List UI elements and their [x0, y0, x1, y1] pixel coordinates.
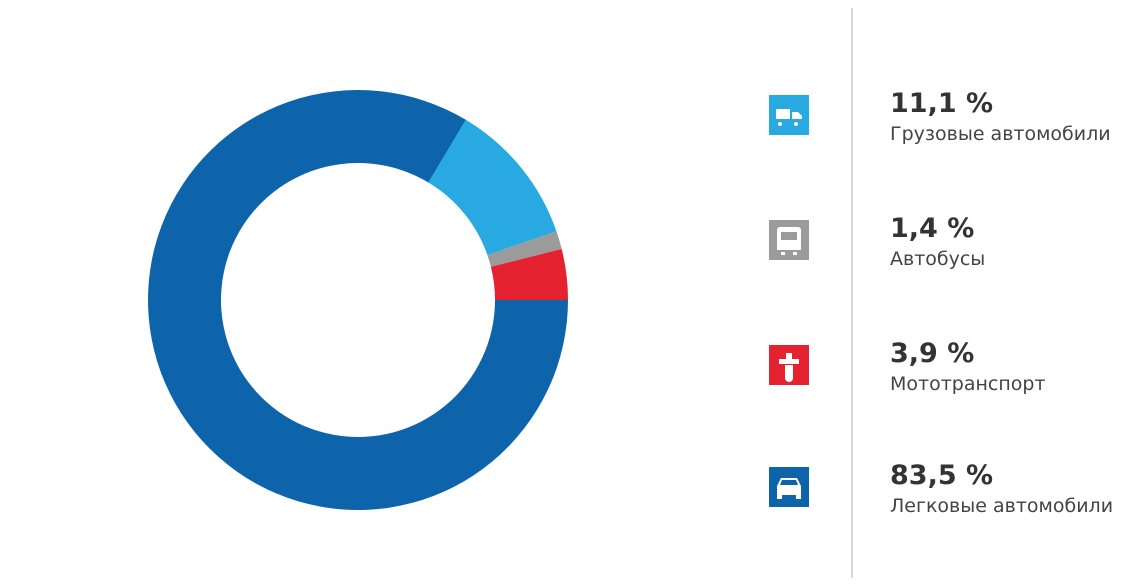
- legend: 11,1 % Грузовые автомобили 1,4 % Автобусы 3,…: [769, 88, 1113, 517]
- value-label: 3,9 %: [890, 338, 974, 369]
- value-label: 83,5 %: [890, 460, 993, 491]
- slice: [487, 231, 562, 267]
- slice: [147, 89, 569, 511]
- donut: [147, 89, 569, 511]
- legend-icon: [777, 227, 801, 255]
- legend-label: Грузовые автомобили: [890, 123, 1111, 145]
- value-label: 11,1 %: [890, 88, 993, 119]
- slice: [428, 119, 557, 256]
- legend-label: Мототранспорт: [890, 373, 1046, 395]
- legend-icon: [777, 478, 801, 499]
- value-label: 1,4 %: [890, 213, 974, 244]
- legend-icon: [779, 353, 799, 382]
- legend-label: Автобусы: [890, 248, 985, 270]
- legend-icon: [776, 109, 802, 126]
- legend-label: Легковые автомобили: [890, 495, 1113, 517]
- slice: [490, 249, 568, 300]
